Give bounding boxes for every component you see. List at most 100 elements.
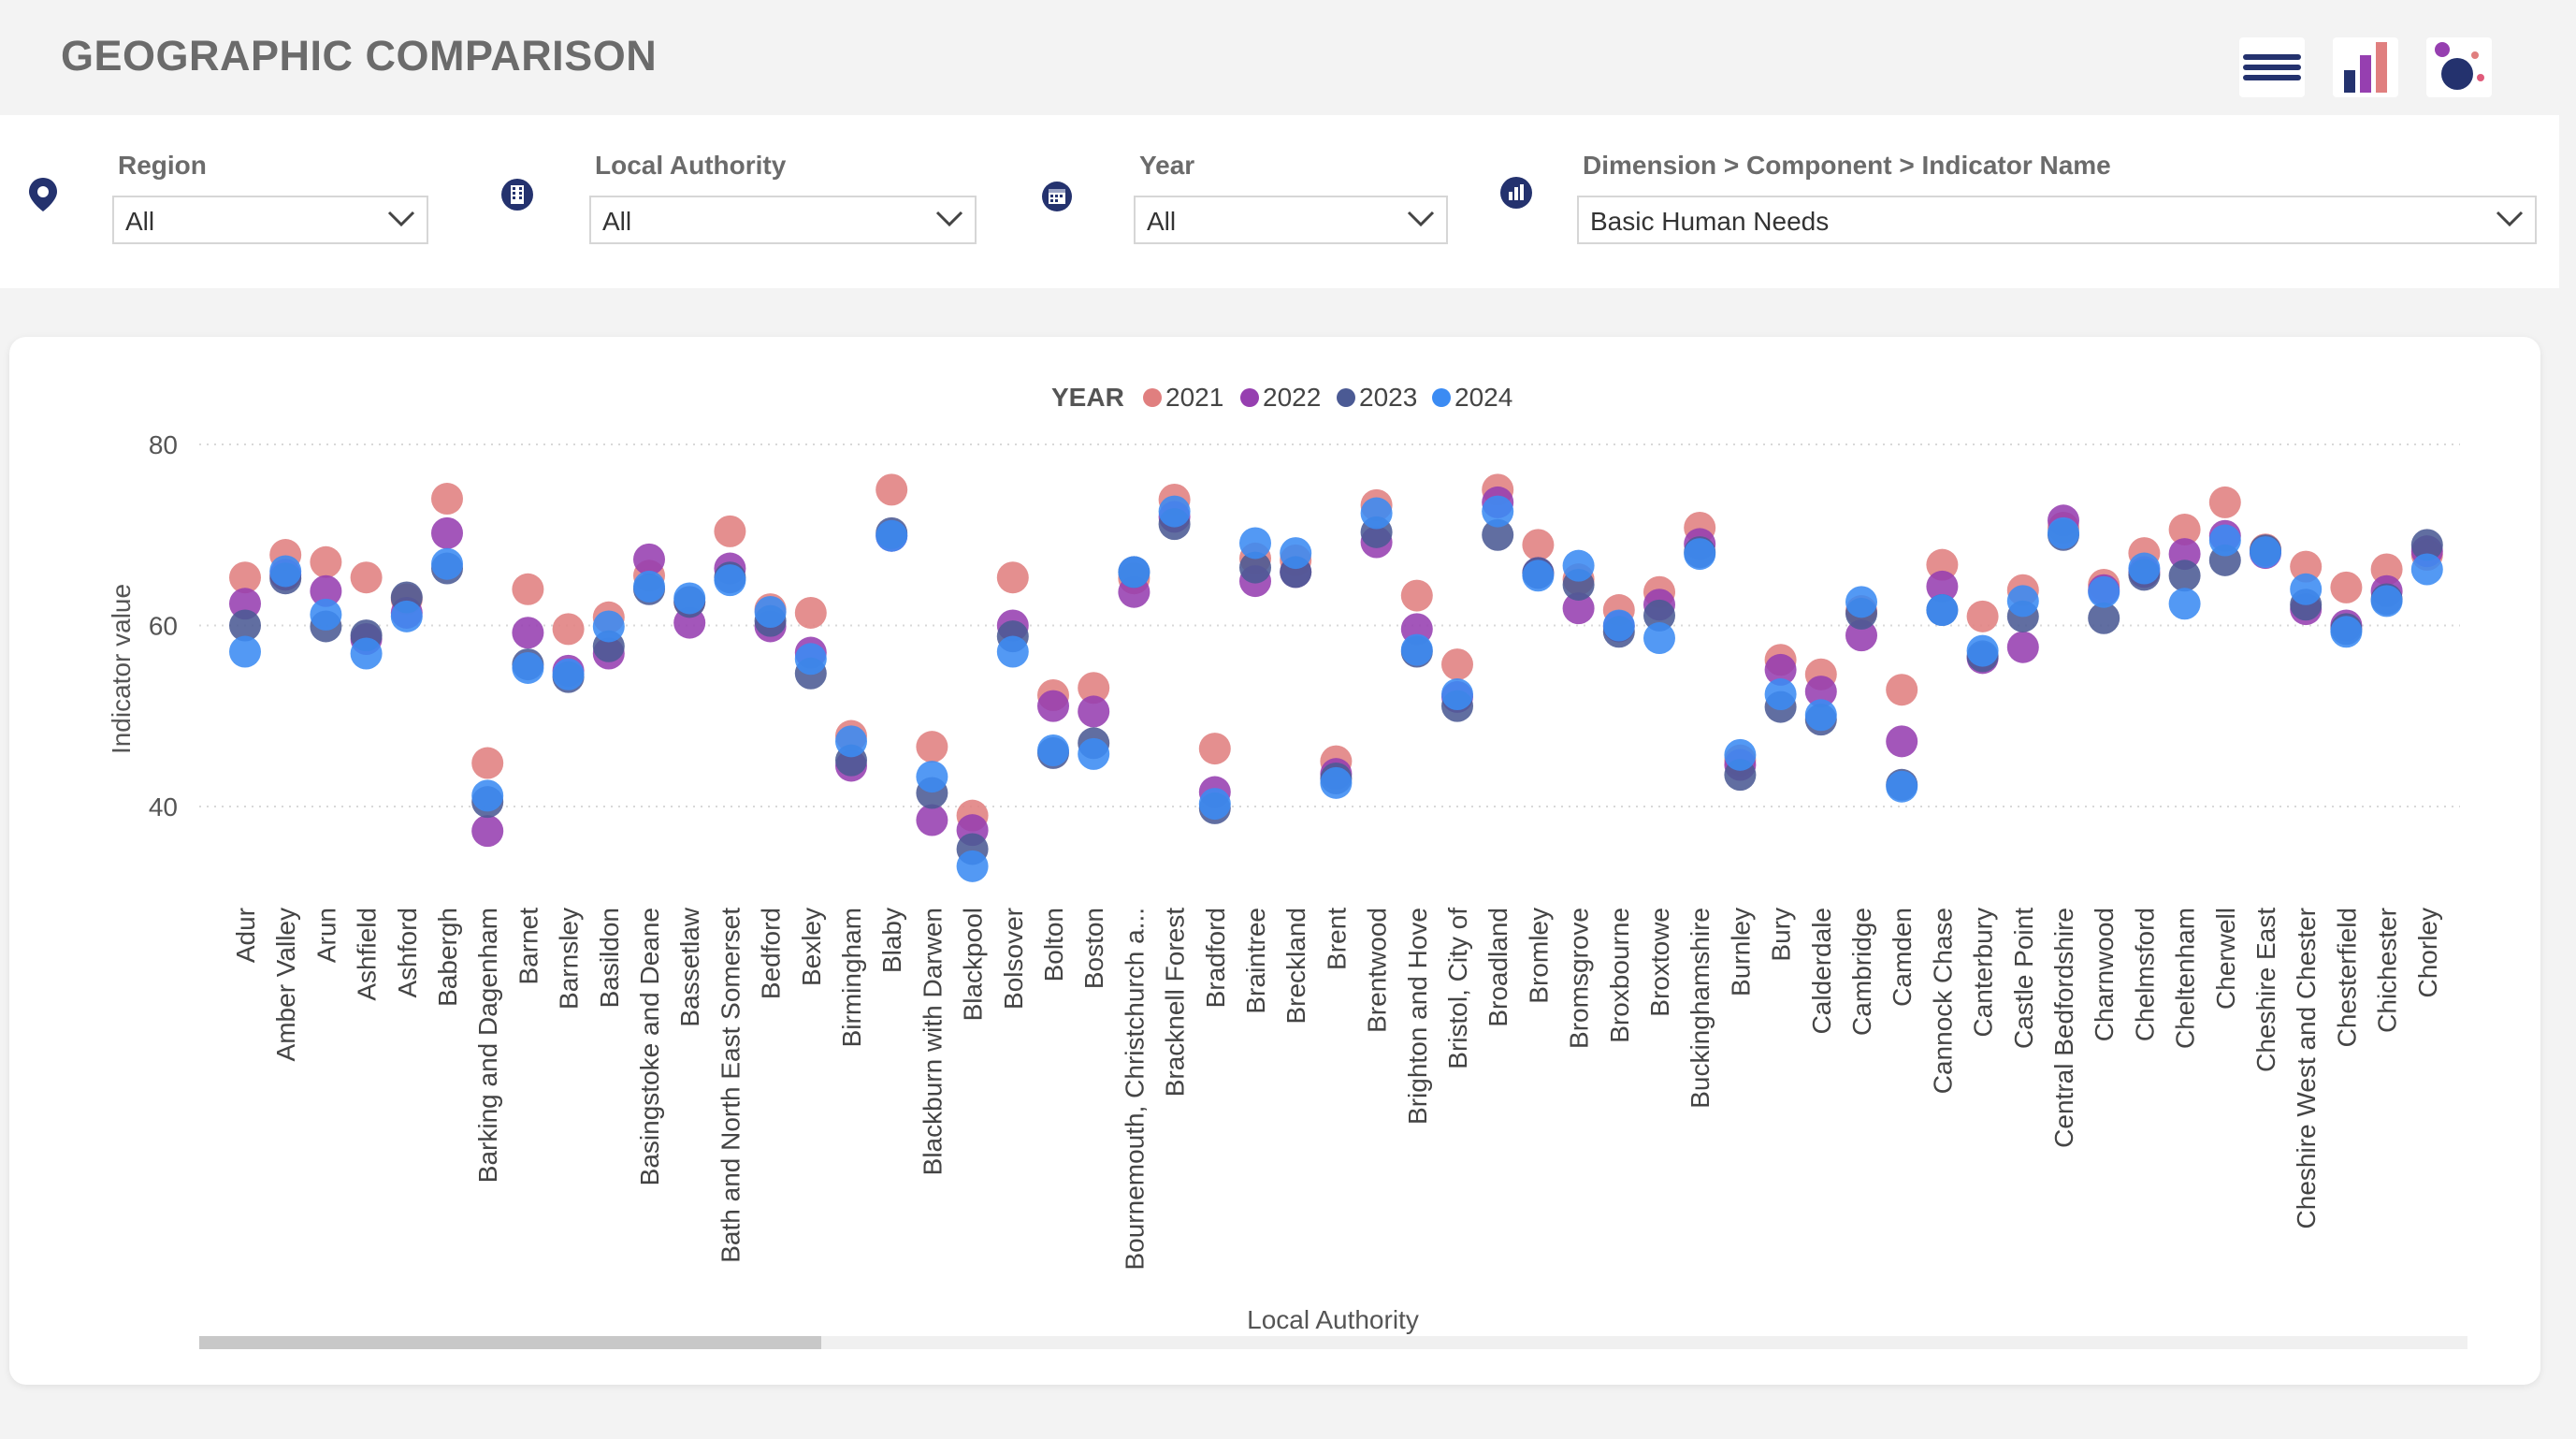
data-point-2024[interactable] bbox=[2088, 575, 2120, 608]
data-point-2024[interactable] bbox=[1684, 538, 1716, 571]
data-point-2022[interactable] bbox=[471, 815, 504, 848]
data-point-2024[interactable] bbox=[835, 725, 867, 758]
data-point-2024[interactable] bbox=[2410, 553, 2443, 586]
bar-chart-button[interactable] bbox=[2333, 37, 2398, 97]
data-point-2024[interactable] bbox=[1562, 549, 1595, 582]
data-point-2024[interactable] bbox=[956, 850, 989, 882]
data-point-2023[interactable] bbox=[229, 609, 261, 642]
data-point-2024[interactable] bbox=[754, 595, 787, 628]
data-point-2022[interactable] bbox=[1886, 725, 1918, 758]
legend-label-2022[interactable]: 2022 bbox=[1263, 383, 1321, 412]
legend-label-2021[interactable]: 2021 bbox=[1165, 383, 1223, 412]
data-point-2021[interactable] bbox=[1522, 529, 1555, 561]
data-point-2021[interactable] bbox=[1078, 672, 1110, 705]
data-point-2021[interactable] bbox=[1966, 600, 1999, 632]
menu-button[interactable] bbox=[2239, 37, 2305, 97]
data-point-2024[interactable] bbox=[2330, 616, 2363, 648]
data-point-2024[interactable] bbox=[996, 635, 1029, 668]
data-point-2024[interactable] bbox=[1926, 594, 1959, 627]
data-point-2024[interactable] bbox=[1804, 699, 1837, 732]
data-point-2024[interactable] bbox=[1724, 738, 1757, 771]
data-point-2024[interactable] bbox=[350, 637, 383, 670]
data-point-2024[interactable] bbox=[1400, 633, 1433, 666]
year-select[interactable]: All bbox=[1134, 196, 1448, 244]
data-point-2024[interactable] bbox=[269, 555, 302, 588]
local-authority-select[interactable]: All bbox=[589, 196, 977, 244]
data-point-2021[interactable] bbox=[2290, 550, 2323, 583]
data-point-2021[interactable] bbox=[1441, 648, 1473, 681]
data-point-2021[interactable] bbox=[310, 545, 342, 578]
data-point-2023[interactable] bbox=[1643, 599, 1675, 632]
data-point-2024[interactable] bbox=[1320, 766, 1353, 799]
data-point-2024[interactable] bbox=[1198, 788, 1231, 821]
data-point-2024[interactable] bbox=[592, 610, 625, 643]
data-point-2024[interactable] bbox=[471, 779, 504, 812]
data-point-2022[interactable] bbox=[1078, 695, 1110, 728]
data-point-2022[interactable] bbox=[1804, 676, 1837, 708]
data-point-2024[interactable] bbox=[2048, 516, 2079, 549]
data-point-2024[interactable] bbox=[1239, 527, 1271, 560]
data-point-2021[interactable] bbox=[229, 561, 261, 594]
data-point-2024[interactable] bbox=[794, 643, 827, 676]
data-point-2024[interactable] bbox=[1078, 737, 1110, 770]
data-point-2024[interactable] bbox=[1764, 678, 1797, 711]
data-point-2024[interactable] bbox=[310, 598, 342, 631]
data-point-2024[interactable] bbox=[552, 658, 585, 690]
data-point-2024[interactable] bbox=[1360, 497, 1393, 530]
data-point-2021[interactable] bbox=[2330, 571, 2363, 603]
data-point-2024[interactable] bbox=[714, 564, 746, 597]
region-select[interactable]: All bbox=[112, 196, 428, 244]
data-point-2022[interactable] bbox=[1926, 570, 1959, 603]
data-point-2022[interactable] bbox=[2006, 631, 2039, 663]
data-point-2024[interactable] bbox=[1845, 586, 1877, 618]
data-point-2021[interactable] bbox=[876, 473, 908, 506]
data-point-2022[interactable] bbox=[1764, 653, 1797, 686]
data-point-2024[interactable] bbox=[229, 635, 261, 668]
data-point-2023[interactable] bbox=[1239, 551, 1271, 584]
data-point-2024[interactable] bbox=[1966, 634, 1999, 667]
bubble-chart-button[interactable] bbox=[2426, 37, 2492, 97]
data-point-2023[interactable] bbox=[2088, 602, 2120, 634]
data-point-2024[interactable] bbox=[431, 547, 463, 580]
data-point-2021[interactable] bbox=[512, 573, 544, 605]
data-point-2021[interactable] bbox=[2168, 513, 2201, 545]
data-point-2023[interactable] bbox=[2410, 529, 2443, 561]
data-point-2021[interactable] bbox=[1886, 674, 1918, 706]
data-point-2022[interactable] bbox=[431, 516, 463, 549]
legend-label-2023[interactable]: 2023 bbox=[1359, 383, 1417, 412]
data-point-2024[interactable] bbox=[2208, 524, 2241, 557]
data-point-2022[interactable] bbox=[1037, 690, 1069, 722]
data-point-2024[interactable] bbox=[2006, 585, 2039, 618]
data-point-2021[interactable] bbox=[1400, 579, 1433, 612]
data-point-2024[interactable] bbox=[2128, 552, 2161, 585]
data-point-2024[interactable] bbox=[2250, 536, 2281, 569]
data-point-2021[interactable] bbox=[916, 731, 948, 763]
data-point-2024[interactable] bbox=[1158, 495, 1191, 528]
data-point-2024[interactable] bbox=[916, 761, 948, 793]
data-point-2021[interactable] bbox=[471, 747, 504, 779]
horizontal-scrollbar-thumb[interactable] bbox=[199, 1336, 821, 1349]
data-point-2024[interactable] bbox=[1886, 770, 1918, 803]
data-point-2021[interactable] bbox=[714, 515, 746, 547]
data-point-2021[interactable] bbox=[2208, 486, 2241, 518]
data-point-2022[interactable] bbox=[512, 617, 544, 649]
data-point-2021[interactable] bbox=[552, 613, 585, 646]
data-point-2024[interactable] bbox=[1441, 678, 1473, 711]
data-point-2022[interactable] bbox=[633, 543, 665, 575]
data-point-2024[interactable] bbox=[633, 570, 665, 603]
data-point-2024[interactable] bbox=[2168, 588, 2201, 620]
data-point-2024[interactable] bbox=[1482, 495, 1514, 528]
data-point-2024[interactable] bbox=[2370, 585, 2403, 618]
data-point-2024[interactable] bbox=[673, 582, 706, 615]
data-point-2024[interactable] bbox=[2290, 573, 2323, 605]
data-point-2021[interactable] bbox=[1198, 733, 1231, 765]
data-point-2022[interactable] bbox=[1562, 592, 1595, 625]
data-point-2024[interactable] bbox=[512, 651, 544, 684]
data-point-2024[interactable] bbox=[876, 519, 908, 552]
data-point-2024[interactable] bbox=[1280, 537, 1312, 570]
data-point-2024[interactable] bbox=[1643, 622, 1675, 655]
data-point-2022[interactable] bbox=[310, 574, 342, 607]
data-point-2021[interactable] bbox=[996, 561, 1029, 594]
data-point-2021[interactable] bbox=[794, 596, 827, 629]
data-point-2024[interactable] bbox=[390, 600, 423, 632]
